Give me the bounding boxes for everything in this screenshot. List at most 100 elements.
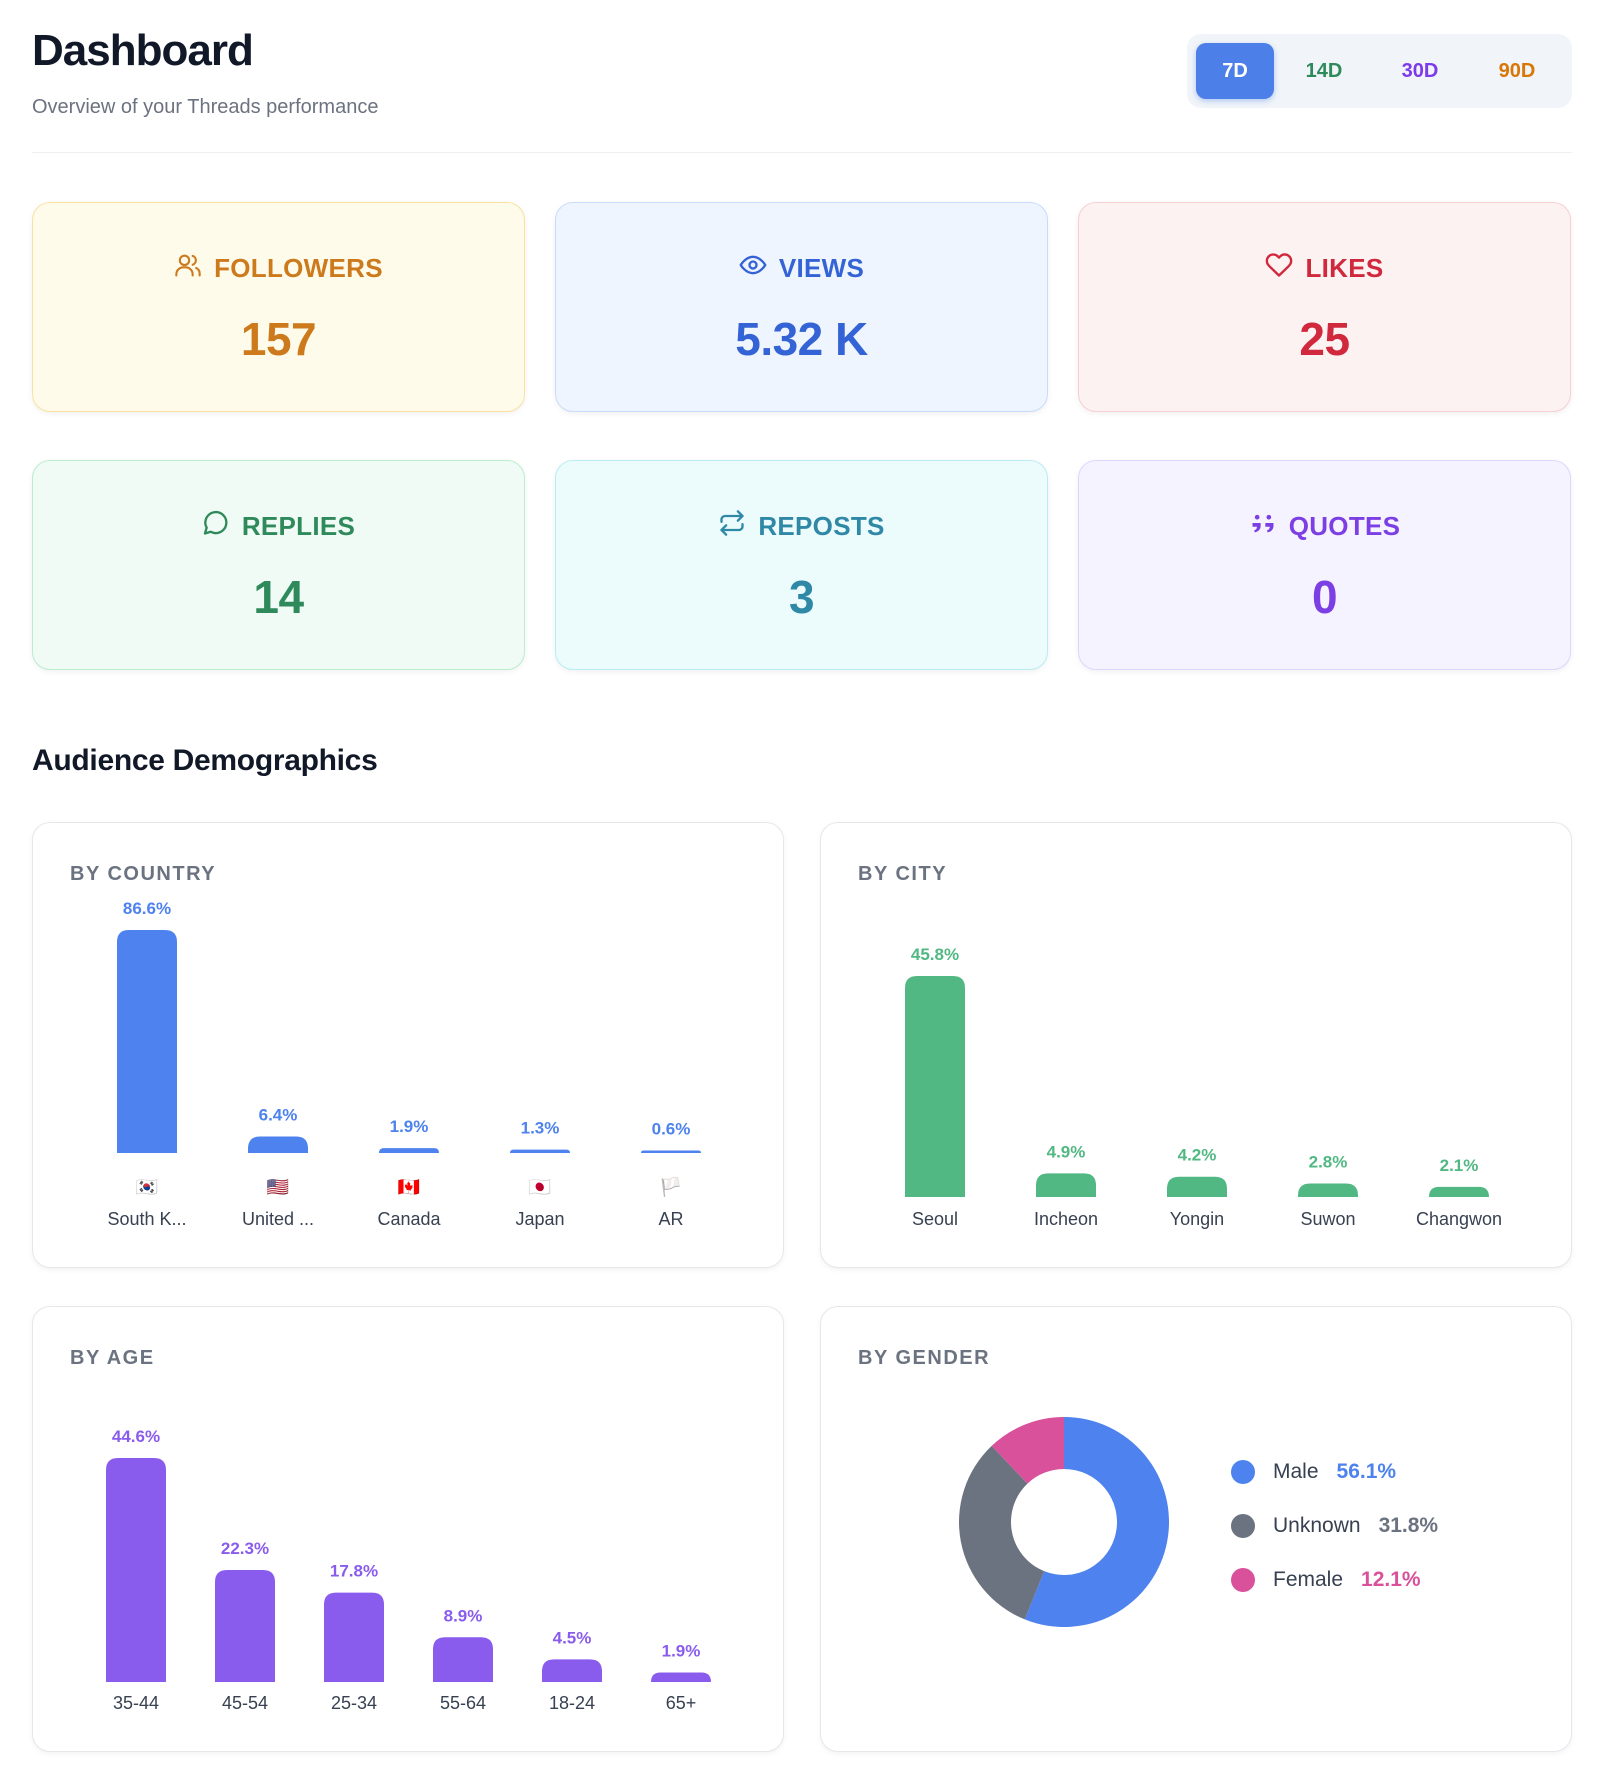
quotes-label: QUOTES — [1288, 511, 1401, 541]
quotes-value: 0 — [1311, 571, 1338, 623]
by-age-panel: BY AGE 44.6% 35-44 22.3% 45-54 17.8% 25-34 8.9… — [32, 1306, 784, 1752]
legend-dot-male — [1231, 1460, 1255, 1484]
range-14d-button[interactable]: 14D — [1305, 59, 1343, 82]
flag-country-1: 🇺🇸 — [267, 1177, 289, 1198]
category-label-country-1: United ... — [242, 1209, 314, 1229]
likes-value: 25 — [1299, 313, 1350, 365]
flag-country-4: 🏳️ — [660, 1176, 682, 1198]
category-label-city-1: Incheon — [1034, 1209, 1098, 1229]
reposts-card-header: REPOSTS — [718, 509, 884, 544]
header-divider — [32, 152, 1572, 153]
data-label-country-2: 1.9% — [390, 1117, 429, 1136]
data-label-age-3: 8.9% — [444, 1606, 483, 1625]
legend-item-female: Female 12.1% — [1231, 1567, 1438, 1593]
bar-age-1 — [215, 1570, 275, 1682]
replies-card-header: REPLIES — [202, 509, 355, 544]
data-label-age-1: 22.3% — [221, 1539, 269, 1558]
flag-country-2: 🇨🇦 — [398, 1177, 420, 1198]
time-range-selector: 7D 14D 30D 90D — [1187, 34, 1572, 108]
category-label-age-3: 55-64 — [440, 1693, 486, 1713]
range-90d-button[interactable]: 90D — [1498, 59, 1536, 82]
likes-card-header: LIKES — [1265, 251, 1383, 286]
category-label-country-3: Japan — [515, 1209, 564, 1229]
audience-demographics-heading: Audience Demographics — [32, 744, 378, 777]
data-label-age-0: 44.6% — [112, 1427, 160, 1446]
category-label-country-2: Canada — [377, 1209, 441, 1229]
followers-card: FOLLOWERS 157 — [32, 202, 525, 412]
followers-value: 157 — [240, 313, 317, 365]
gender-legend: Male 56.1% Unknown 31.8% Female 12.1% — [1231, 1459, 1438, 1621]
quotes-card: QUOTES 0 — [1078, 460, 1571, 670]
bar-age-4 — [542, 1659, 602, 1682]
donut-slice-unknown — [959, 1445, 1045, 1620]
message-circle-icon — [202, 509, 230, 544]
bar-city-0 — [905, 976, 965, 1197]
category-label-country-4: AR — [658, 1209, 683, 1229]
data-label-country-3: 1.3% — [521, 1119, 560, 1138]
by-city-title: BY CITY — [858, 863, 948, 885]
quote-icon — [1249, 509, 1277, 544]
data-label-age-4: 4.5% — [553, 1628, 592, 1647]
data-label-age-5: 1.9% — [662, 1641, 701, 1660]
bar-country-3 — [510, 1149, 570, 1153]
reposts-value: 3 — [788, 571, 815, 623]
data-label-city-3: 2.8% — [1309, 1152, 1348, 1171]
legend-label-female: Female — [1273, 1568, 1344, 1591]
bar-age-3 — [433, 1637, 493, 1682]
category-label-age-0: 35-44 — [113, 1693, 159, 1713]
category-label-city-0: Seoul — [912, 1209, 958, 1229]
bar-city-4 — [1429, 1186, 1489, 1197]
bar-age-5 — [651, 1672, 711, 1682]
legend-value-female: 12.1% — [1361, 1568, 1421, 1591]
range-30d-button[interactable]: 30D — [1401, 59, 1439, 82]
replies-value: 14 — [253, 571, 304, 623]
eye-icon — [739, 251, 767, 286]
replies-label: REPLIES — [241, 511, 356, 541]
by-country-panel: BY COUNTRY 86.6% 🇰🇷 South K... 6.4% 🇺🇸 United… — [32, 822, 784, 1268]
legend-item-unknown: Unknown 31.8% — [1231, 1513, 1438, 1539]
repeat-icon — [718, 509, 746, 544]
by-country-title: BY COUNTRY — [70, 863, 217, 885]
reposts-label: REPOSTS — [758, 511, 885, 541]
donut-slice-female — [991, 1417, 1064, 1484]
legend-label-male: Male — [1273, 1460, 1319, 1483]
data-label-city-4: 2.1% — [1440, 1156, 1479, 1175]
likes-label: LIKES — [1305, 253, 1384, 283]
data-label-country-4: 0.6% — [652, 1120, 691, 1139]
donut-slice-male — [1024, 1417, 1169, 1627]
followers-label: FOLLOWERS — [214, 253, 383, 283]
city-bar-chart: 45.8% Seoul 4.9% Incheon 4.2% Yongin 2.8% Suwon… — [905, 945, 1502, 1229]
by-city-panel: BY CITY 45.8% Seoul 4.9% Incheon 4.2% Yongin 2… — [820, 822, 1572, 1268]
data-label-city-2: 4.2% — [1178, 1146, 1217, 1165]
flag-country-3: 🇯🇵 — [529, 1177, 551, 1198]
views-value: 5.32 K — [735, 313, 868, 365]
users-icon — [174, 251, 202, 286]
category-label-city-2: Yongin — [1170, 1209, 1224, 1229]
page-title: Dashboard — [32, 26, 254, 75]
page-subtitle: Overview of your Threads performance — [32, 96, 379, 118]
legend-dot-unknown — [1231, 1514, 1255, 1538]
category-label-age-4: 18-24 — [549, 1693, 595, 1713]
legend-value-male: 56.1% — [1336, 1460, 1397, 1483]
category-label-city-3: Suwon — [1300, 1209, 1355, 1229]
quotes-card-header: QUOTES — [1249, 509, 1401, 544]
by-gender-title: BY GENDER — [858, 1347, 991, 1369]
category-label-age-5: 65+ — [666, 1693, 697, 1713]
heart-icon — [1265, 251, 1293, 286]
range-7d-button[interactable]: 7D — [1196, 43, 1274, 99]
bar-country-2 — [379, 1148, 439, 1153]
bar-country-1 — [248, 1136, 308, 1153]
views-card-header: VIEWS — [739, 251, 864, 286]
bar-country-0 — [117, 930, 177, 1153]
data-label-age-2: 17.8% — [330, 1562, 378, 1581]
legend-label-unknown: Unknown — [1273, 1514, 1361, 1537]
by-age-title: BY AGE — [70, 1347, 155, 1369]
views-label: VIEWS — [778, 253, 865, 283]
bar-city-2 — [1167, 1176, 1227, 1197]
data-label-city-1: 4.9% — [1047, 1142, 1086, 1161]
bar-age-0 — [106, 1458, 166, 1682]
data-label-country-0: 86.6% — [123, 899, 171, 918]
legend-dot-female — [1231, 1568, 1255, 1592]
data-label-country-1: 6.4% — [259, 1106, 298, 1125]
category-label-age-2: 25-34 — [331, 1693, 377, 1713]
